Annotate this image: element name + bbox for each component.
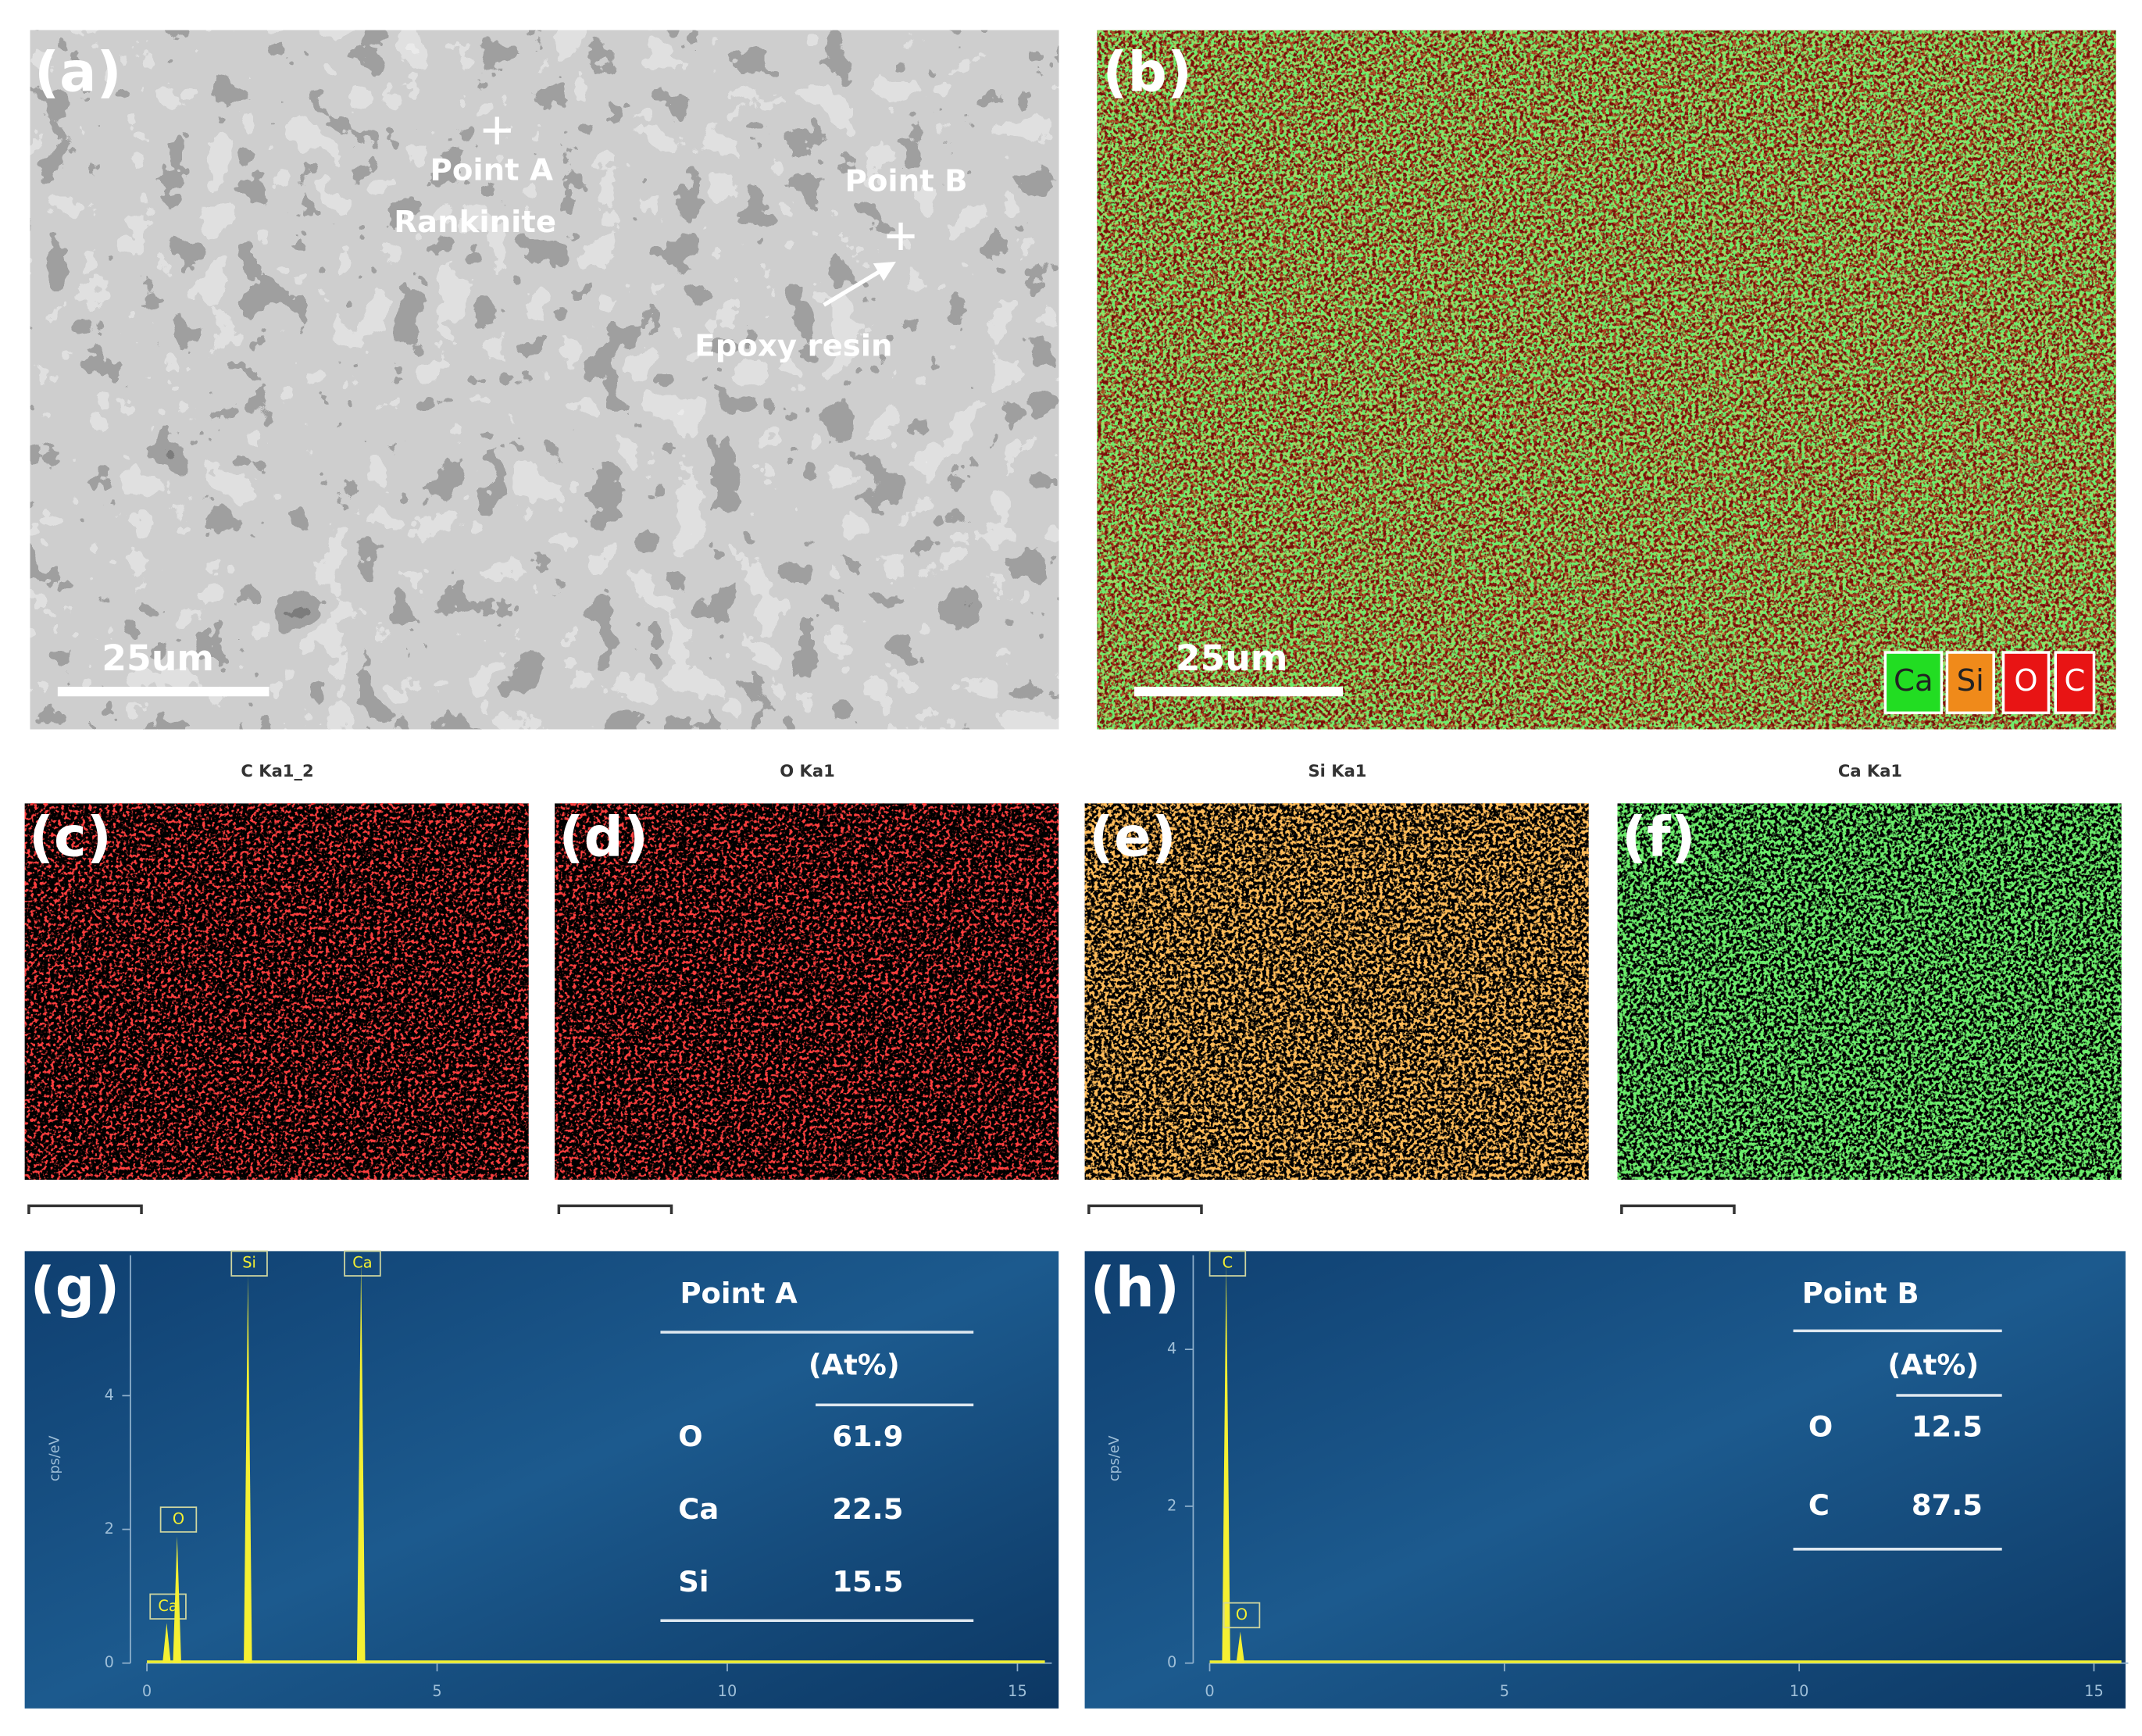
table-value: 87.5 — [1912, 1488, 1983, 1522]
table-element: Ca — [678, 1492, 719, 1526]
annotation: Point B — [845, 163, 968, 198]
panel-label: (f) — [1622, 805, 1696, 869]
x-tick-label: 15 — [1008, 1682, 1027, 1700]
peak — [244, 1275, 252, 1663]
legend-swatch — [2054, 651, 2096, 715]
arrow — [823, 261, 897, 307]
panel-a: (a) Point A Rankinite Point B Epoxy resi… — [30, 30, 1059, 730]
spectrum-background — [24, 1251, 1059, 1709]
scale-label: 25um — [102, 638, 214, 679]
legend: Ca Si O C — [1883, 651, 2096, 715]
scale-bar — [57, 686, 270, 697]
x-tick-label: 10 — [1790, 1682, 1809, 1700]
map-dots — [555, 803, 1059, 1180]
annotation: Point A — [430, 152, 553, 188]
y-tick-label: 4 — [105, 1386, 114, 1404]
peak-label: O — [173, 1510, 184, 1528]
panel-label: (a) — [34, 40, 122, 104]
scale-bar — [557, 1204, 673, 1214]
peak-label: C — [1223, 1254, 1233, 1272]
annotation: Epoxy resin — [694, 328, 892, 363]
map-dots — [1617, 803, 2122, 1180]
table-element: Si — [678, 1565, 709, 1598]
legend-label: C — [2064, 663, 2085, 698]
peak-label: Ca — [352, 1254, 372, 1272]
y-tick-label: 0 — [105, 1653, 114, 1671]
scale-bar — [1620, 1204, 1736, 1214]
table-unit: (At%) — [1887, 1348, 1979, 1382]
x-tick-label: 0 — [1205, 1682, 1214, 1700]
legend-swatch — [1945, 651, 1995, 715]
y-tick-label: 4 — [1167, 1340, 1176, 1358]
peak-label: Ca — [158, 1597, 177, 1615]
point-marker — [483, 116, 915, 251]
table-title: Point A — [680, 1277, 798, 1310]
x-tick-label: 10 — [718, 1682, 737, 1700]
x-tick-label: 5 — [1500, 1682, 1509, 1700]
panel-label: (g) — [30, 1256, 120, 1320]
peak-label-box — [159, 1506, 198, 1533]
peak — [356, 1262, 366, 1663]
table-value: 15.5 — [832, 1565, 903, 1598]
peak — [1222, 1263, 1230, 1663]
peak-label-box — [1208, 1250, 1247, 1277]
table-element: O — [1808, 1410, 1833, 1444]
legend-swatch — [1883, 651, 1944, 715]
table-element: O — [678, 1420, 702, 1453]
map-dots — [1084, 803, 1589, 1180]
scale-label: 25um — [1176, 638, 1288, 679]
map-title: Ca Ka1 — [1838, 761, 1902, 780]
table-unit: (At%) — [809, 1348, 900, 1382]
panel-label: (c) — [29, 805, 112, 869]
table-value: 22.5 — [832, 1492, 903, 1526]
peak-label: Si — [242, 1254, 256, 1272]
annotation: Rankinite — [394, 205, 556, 240]
panel-b: (b) 25um Ca Si O C — [1097, 30, 2116, 730]
map-title: O Ka1 — [780, 761, 834, 780]
table-element: C — [1808, 1488, 1830, 1522]
table-title: Point B — [1802, 1277, 1919, 1310]
scale-bar — [27, 1204, 143, 1214]
legend-label: Si — [1957, 663, 1984, 698]
peak — [173, 1536, 181, 1663]
map-title: Si Ka1 — [1308, 761, 1367, 780]
peak-label-box — [230, 1250, 268, 1277]
y-axis-label: cps/eV — [1107, 1435, 1123, 1481]
peak-label-box — [344, 1250, 381, 1277]
map-overlay — [1097, 30, 2116, 730]
table-value: 12.5 — [1912, 1410, 1983, 1444]
legend-swatch — [2001, 651, 2051, 715]
legend-label: Ca — [1894, 663, 1933, 698]
scale-bar — [1133, 686, 1344, 697]
peak — [1236, 1631, 1245, 1663]
y-tick-label: 0 — [1167, 1653, 1176, 1671]
scale-bar — [1087, 1204, 1203, 1214]
y-tick-label: 2 — [105, 1520, 114, 1538]
x-tick-label: 0 — [142, 1682, 152, 1700]
peak-label-box — [149, 1593, 187, 1620]
y-tick-label: 2 — [1167, 1496, 1176, 1514]
maps: C Ka1_2 (c) O Ka1 (d) Si Ka1 (e) Ca Ka1 (f) — [24, 761, 2122, 1214]
map-title: C Ka1_2 — [241, 761, 313, 780]
x-tick-label: 5 — [432, 1682, 441, 1700]
spectrum-background — [1084, 1251, 2126, 1709]
peak — [162, 1623, 171, 1663]
peak-label: O — [1236, 1606, 1248, 1623]
peak-label-box — [1223, 1602, 1261, 1629]
panel-label: (d) — [559, 805, 648, 869]
sem-image — [30, 30, 1059, 730]
spectra: 0 5 10 15 0 2 4 cps/eV Ca O Si Ca Point A (At%) O 61.9 C… — [24, 1250, 2129, 1709]
panel-label: (e) — [1089, 805, 1176, 869]
panel-label: (h) — [1091, 1256, 1180, 1320]
panel-label: (b) — [1102, 40, 1192, 104]
x-tick-label: 15 — [2084, 1682, 2104, 1700]
y-axis-label: cps/eV — [47, 1435, 62, 1481]
map-dots — [24, 803, 529, 1180]
table-value: 61.9 — [832, 1420, 903, 1453]
legend-label: O — [2014, 663, 2037, 698]
